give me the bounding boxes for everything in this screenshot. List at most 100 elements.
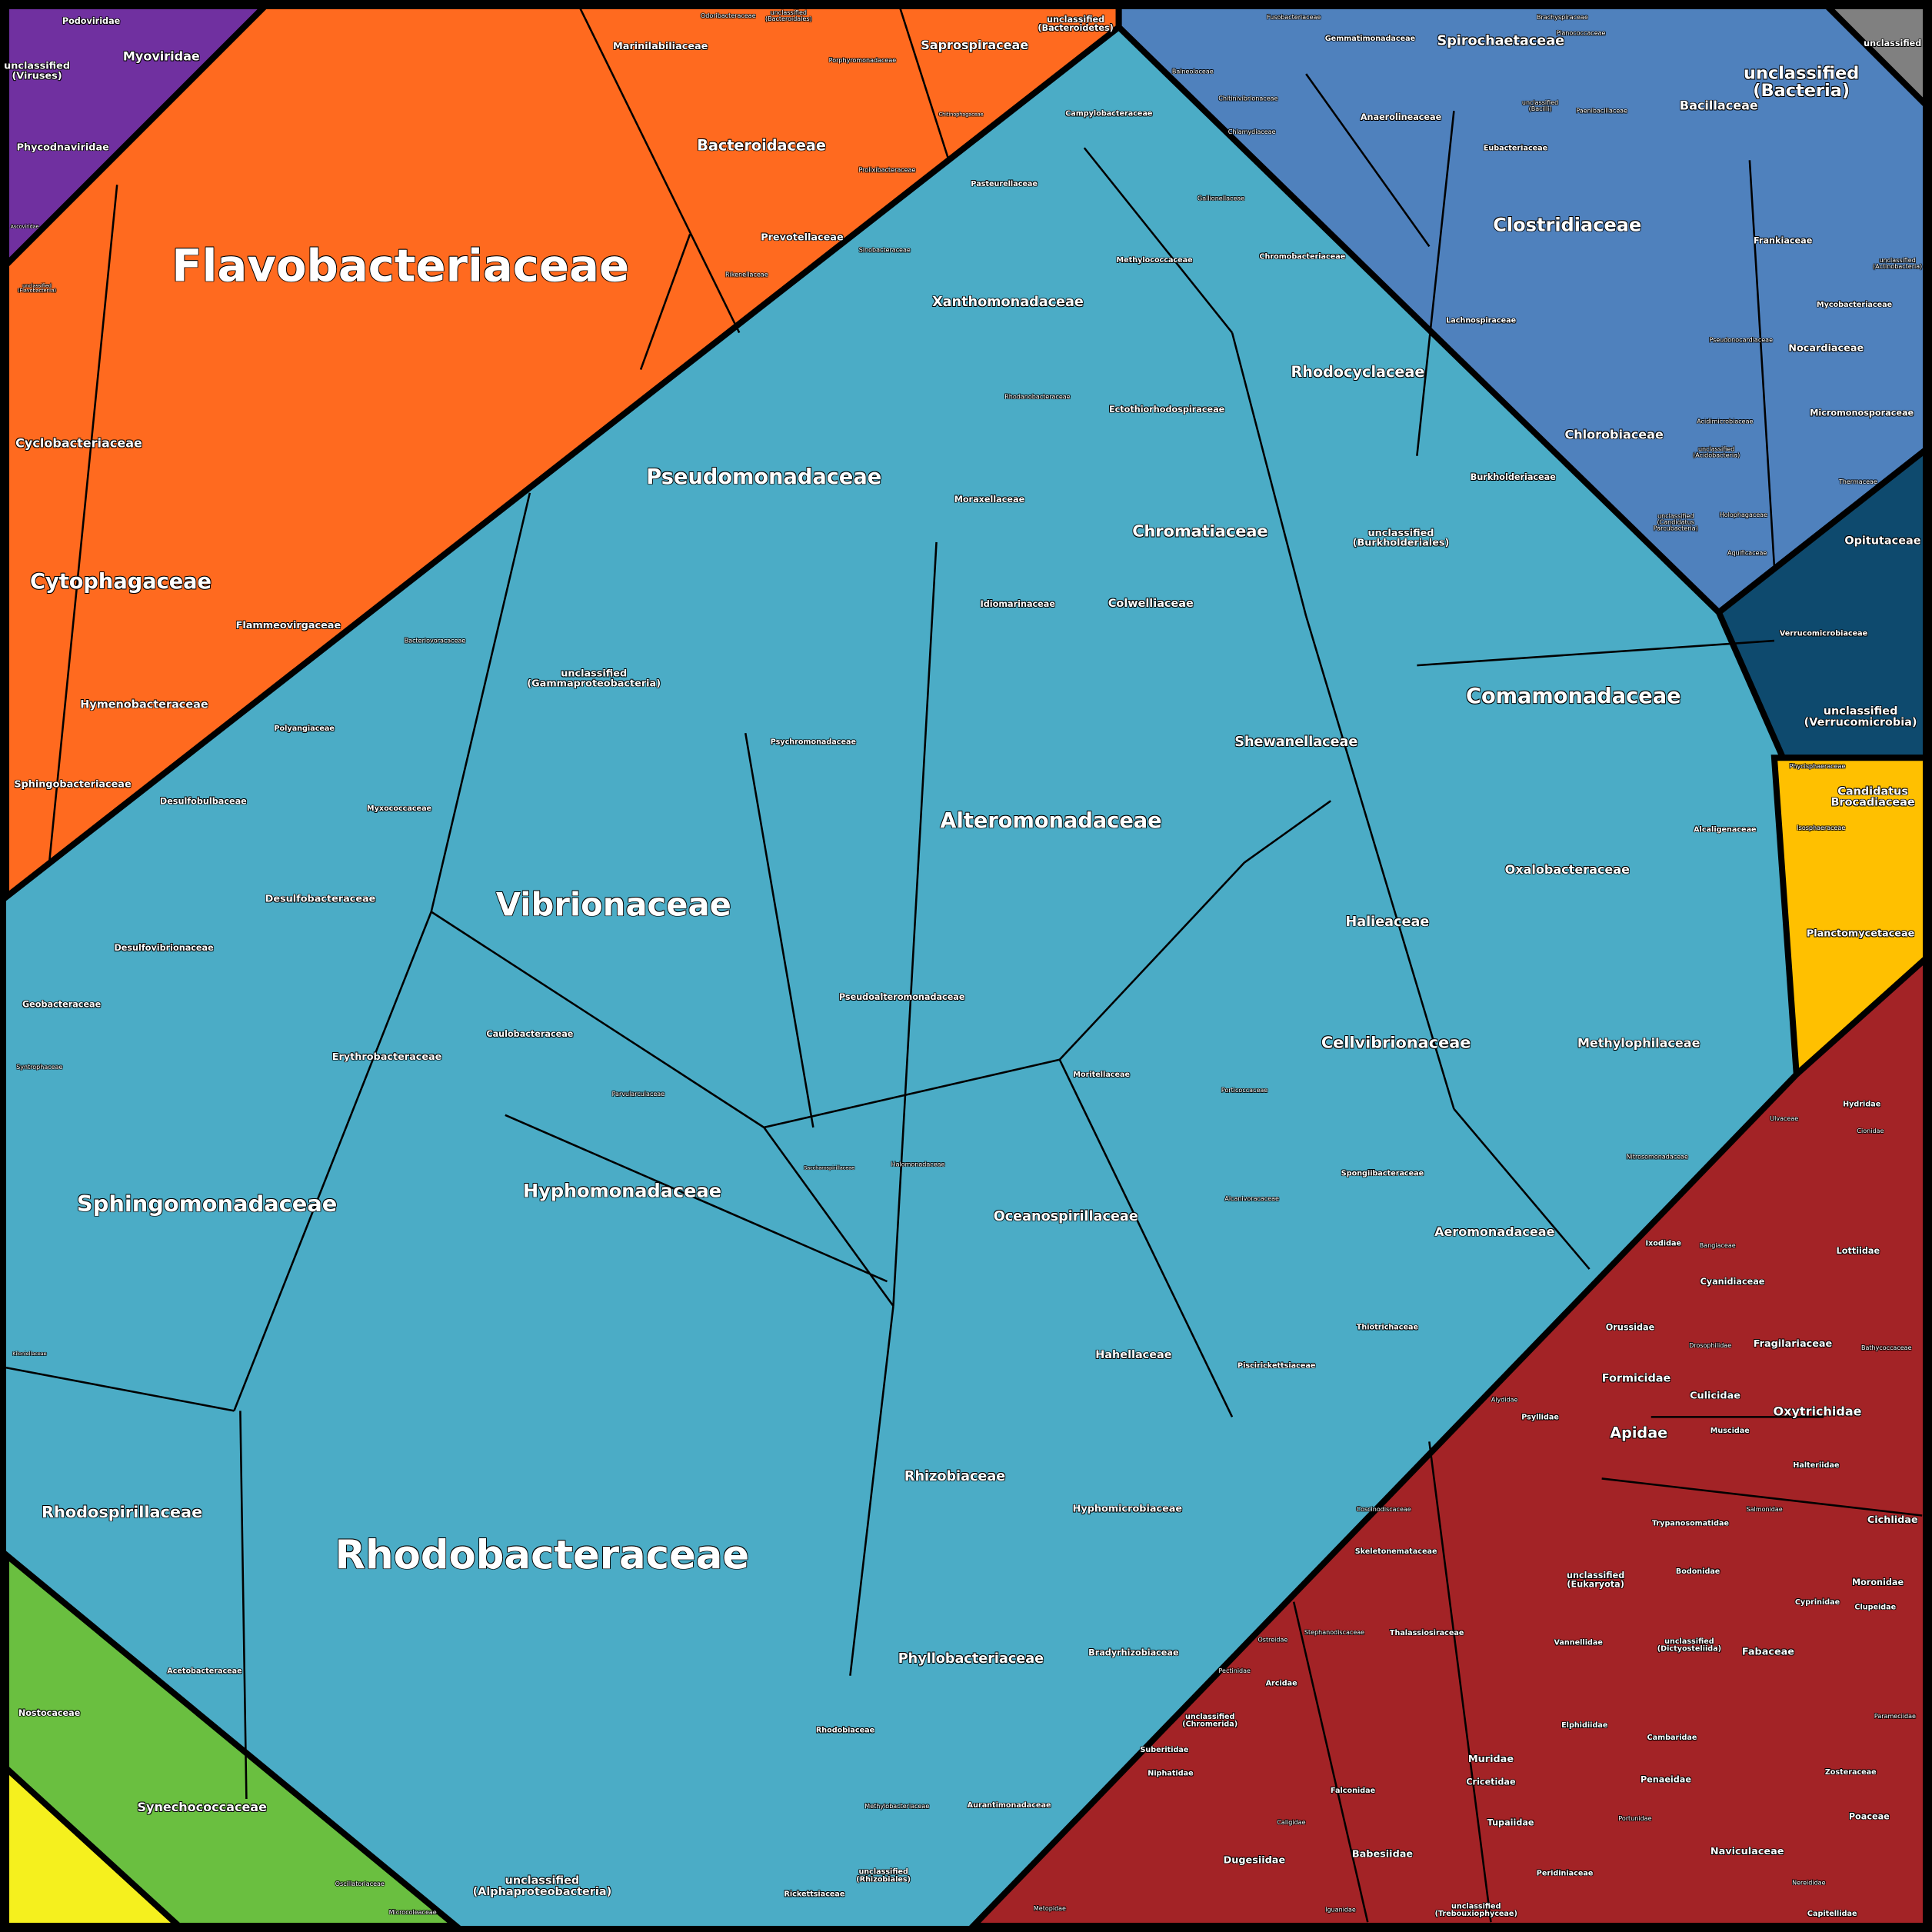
cell-label: Formicidae — [1601, 1373, 1671, 1386]
cell-label: unclassified (Bacilli) — [1521, 99, 1559, 114]
cell-label: Culicidae — [1690, 1390, 1740, 1401]
cell-boundary — [1058, 1059, 1234, 1417]
cell-label: Bacteroidaceae — [697, 136, 826, 155]
cell-label: unclassified (Chromerida) — [1182, 1712, 1238, 1729]
cell-boundary — [1304, 615, 1455, 1110]
cell-label: Fragilariaceae — [1753, 1337, 1833, 1350]
cell-label: Paenibacillaceae — [1576, 108, 1628, 115]
cell-boundary — [1428, 1441, 1492, 1923]
cell-label: Rikenellaceae — [725, 271, 768, 279]
cell-label: Sphingobacteriaceae — [14, 778, 132, 790]
cell-label: Moronidae — [1851, 1577, 1904, 1588]
cell-label: Acidimicrobiaceae — [1697, 418, 1754, 426]
cell-boundary — [1417, 639, 1775, 667]
cell-label: Methylococcaceae — [1116, 256, 1193, 265]
cell-boundary — [431, 911, 764, 1128]
cell-label: Microcoleaceae — [388, 1909, 437, 1917]
cell-boundary — [430, 492, 531, 912]
cell-label: Poaceae — [1848, 1811, 1890, 1822]
cell-label: unclassified (Acidobacteria) — [1693, 445, 1740, 460]
cell-label: Nereididae — [1792, 1879, 1826, 1887]
cell-label: Planctomycetaceae — [1806, 928, 1915, 939]
cell-label: Cellvibrionaceae — [1321, 1034, 1471, 1053]
cell-label: unclassified (Bacteria) — [1744, 64, 1860, 102]
cell-label: Muridae — [1467, 1753, 1514, 1765]
cell-label: Porticoccaceae — [1221, 1087, 1268, 1095]
cell-label: unclassified (Verrucomicrobia) — [1804, 705, 1917, 730]
cell-boundary — [505, 1114, 888, 1283]
cell-label: Bradyrhizobiaceae — [1088, 1647, 1179, 1658]
cell-label: Oceanospirillaceae — [993, 1208, 1138, 1224]
cell-label: Thalassiosiraceae — [1389, 1628, 1464, 1638]
cell-label: Methylophilaceae — [1577, 1037, 1700, 1051]
cell-label: Chromatiaceae — [1132, 523, 1268, 542]
cell-label: Rhodospirillaceae — [41, 1504, 203, 1523]
cell-label: Pectinidae — [1218, 1667, 1251, 1675]
cell-boundary — [763, 1058, 1061, 1129]
cell-label: Flavobacteriaceae — [172, 241, 630, 292]
cell-label: unclassified (Bacteroidales) — [764, 9, 812, 24]
cell-label: Synechococcaceae — [137, 1801, 267, 1815]
cell-label: Moraxellaceae — [954, 495, 1025, 505]
cell-label: Planococcaceae — [1556, 30, 1606, 38]
cell-label: Arcidae — [1265, 1679, 1297, 1688]
cell-label: unclassified (Bacteroidetes) — [1038, 15, 1114, 34]
cell-label: Podoviridae — [62, 16, 121, 27]
group-region — [3, 3, 1122, 904]
cell-label: Kiloniellaceae — [12, 1350, 47, 1357]
cell-label: Cytophagaceae — [29, 569, 212, 595]
cell-label: Zosteraceae — [1824, 1767, 1877, 1777]
cell-label: Phycodnaviridae — [16, 142, 109, 153]
cell-label: Sinobacteraceae — [858, 247, 911, 255]
cell-label: unclassified (Trebouxiophyceae) — [1434, 1902, 1517, 1919]
cell-label: Desulfobulbaceae — [159, 796, 247, 807]
cell-label: Ostreidae — [1257, 1637, 1288, 1644]
cell-boundary — [1292, 1601, 1369, 1923]
cell-label: Apidae — [1610, 1424, 1668, 1442]
cell-label: Moritellaceae — [1073, 1071, 1131, 1080]
cell-label: Pseudonocardiaceae — [1709, 337, 1774, 345]
group-region — [3, 1760, 187, 1929]
cell-label: Bacillaceae — [1679, 99, 1758, 114]
cell-label: Falconidae — [1330, 1786, 1376, 1796]
group-region — [1820, 3, 1929, 112]
cell-boundary — [1231, 332, 1307, 617]
cell-label: Clupeidae — [1854, 1603, 1897, 1612]
cell-label: Brachyspiraceae — [1536, 14, 1588, 22]
cell-label: Fabaceae — [1741, 1646, 1794, 1657]
cell-label: Cambaridae — [1647, 1734, 1697, 1743]
cell-label: Cichlidae — [1867, 1514, 1918, 1526]
cell-label: Chlamydiaceae — [1227, 128, 1276, 137]
cell-label: Bathycoccaceae — [1860, 1344, 1912, 1353]
cell-boundary — [898, 5, 950, 161]
cell-label: Rickettsiaceae — [784, 1890, 845, 1899]
cell-boundary — [233, 911, 432, 1411]
cell-label: Acetobacteraceae — [167, 1667, 242, 1676]
cell-boundary — [5, 1367, 235, 1412]
cell-label: Mycobacteriaceae — [1817, 300, 1893, 310]
cell-label: Tupaiidae — [1487, 1817, 1534, 1828]
cell-label: Syntrophaceae — [16, 1064, 63, 1071]
cell-label: Naviculaceae — [1710, 1845, 1784, 1857]
cell-label: Capitellidae — [1807, 1910, 1857, 1919]
cell-label: Idiomarinaceae — [980, 599, 1055, 610]
cell-label: Lachnospiraceae — [1446, 316, 1517, 325]
cell-label: Peridiniaceae — [1536, 1869, 1594, 1878]
cell-label: Rhizobiaceae — [904, 1467, 1006, 1484]
cell-label: Chlorobiaceae — [1564, 428, 1664, 443]
cell-label: Hyphomonadaceae — [523, 1179, 722, 1202]
cell-label: Halomonadaceae — [891, 1161, 945, 1169]
cell-boundary — [849, 1306, 894, 1676]
cell-label: unclassified (Viruses) — [4, 60, 71, 82]
cell-label: Nostocaceae — [18, 1708, 81, 1719]
group-region — [3, 1548, 465, 1929]
cell-label: unclassified (Eukaryota) — [1567, 1571, 1625, 1590]
cell-boundary — [1453, 1108, 1591, 1270]
cell-label: Geobacteraceae — [22, 1000, 102, 1010]
cell-label: Stephanodiscaceae — [1304, 1629, 1365, 1637]
cell-boundary — [892, 541, 938, 1307]
cell-label: Coscinodiscaceae — [1356, 1506, 1411, 1514]
cell-label: Vannellidae — [1554, 1638, 1603, 1647]
